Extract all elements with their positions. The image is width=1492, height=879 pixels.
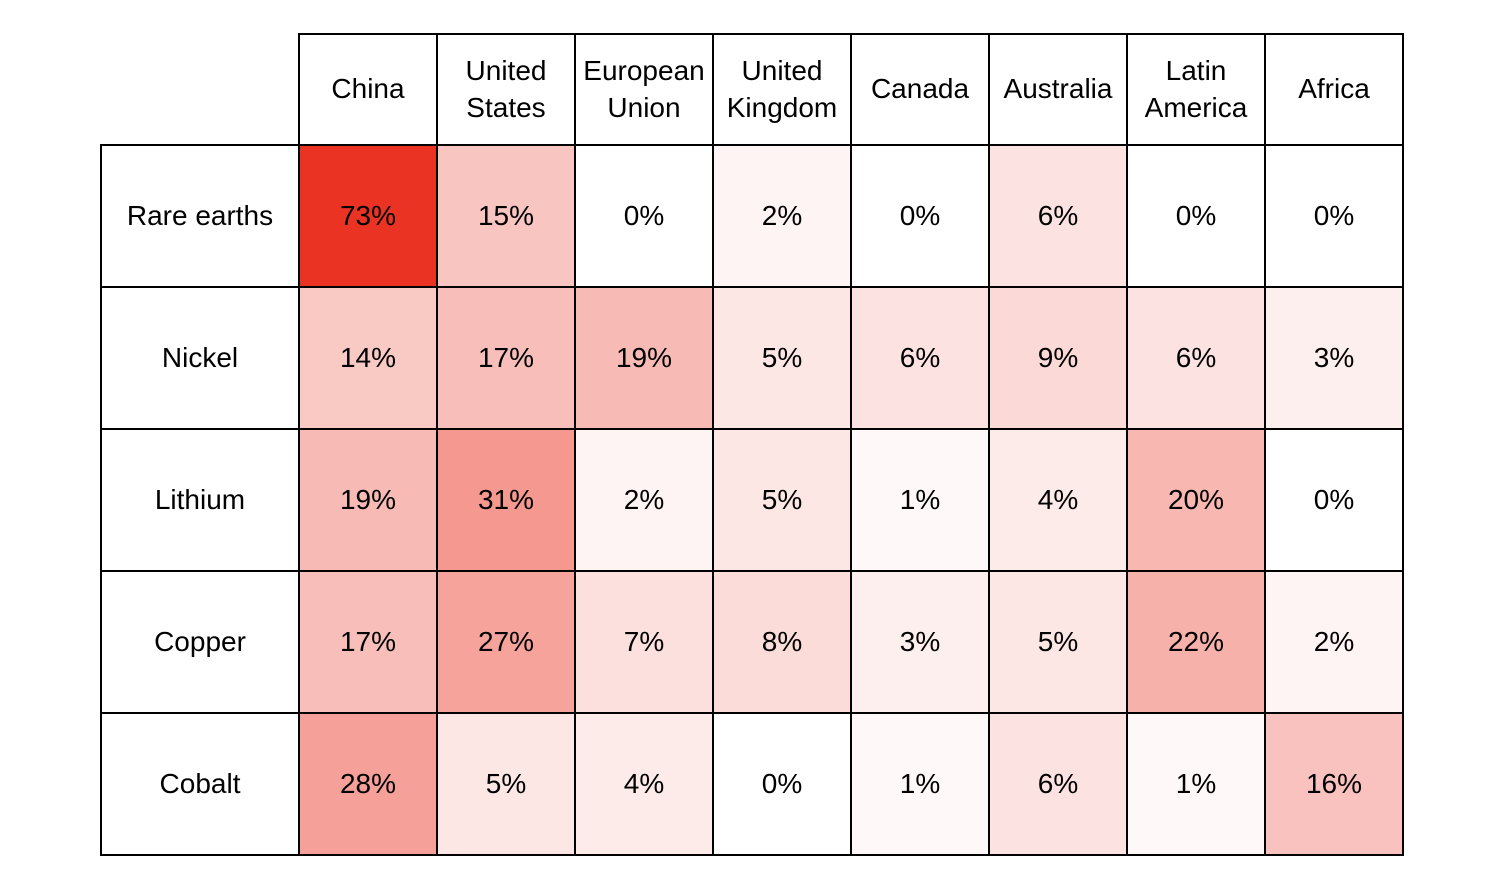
heatmap-cell-copper-canada: 3% — [850, 570, 990, 714]
heatmap-cell-lithium-european-union: 2% — [574, 428, 714, 572]
heatmap-cell-nickel-united-kingdom: 5% — [712, 286, 852, 430]
row-label-lithium: Lithium — [100, 428, 300, 572]
heatmap-cell-cobalt-australia: 6% — [988, 712, 1128, 856]
heatmap-cell-lithium-canada: 1% — [850, 428, 990, 572]
heatmap-cell-nickel-united-states: 17% — [436, 286, 576, 430]
column-header-european-union: European Union — [574, 33, 714, 146]
heatmap-cell-cobalt-united-states: 5% — [436, 712, 576, 856]
row-label-cobalt: Cobalt — [100, 712, 300, 856]
table-row-nickel: Nickel 14% 17% 19% 5% 6% 9% 6% 3% — [100, 286, 1404, 430]
heatmap-cell-rare-earths-africa: 0% — [1264, 144, 1404, 288]
table-row-rare-earths: Rare earths 73% 15% 0% 2% 0% 6% 0% 0% — [100, 144, 1404, 288]
heatmap-cell-rare-earths-european-union: 0% — [574, 144, 714, 288]
column-header-australia: Australia — [988, 33, 1128, 146]
heatmap-cell-nickel-latin-america: 6% — [1126, 286, 1266, 430]
heatmap-cell-lithium-united-kingdom: 5% — [712, 428, 852, 572]
heatmap-cell-copper-australia: 5% — [988, 570, 1128, 714]
heatmap-cell-rare-earths-canada: 0% — [850, 144, 990, 288]
heatmap-cell-copper-united-kingdom: 8% — [712, 570, 852, 714]
column-header-united-kingdom: United Kingdom — [712, 33, 852, 146]
heatmap-cell-copper-european-union: 7% — [574, 570, 714, 714]
heatmap-cell-rare-earths-australia: 6% — [988, 144, 1128, 288]
heatmap-header-row: China United States European Union United K… — [101, 33, 1404, 146]
heatmap-cell-rare-earths-united-kingdom: 2% — [712, 144, 852, 288]
column-header-united-states: United States — [436, 33, 576, 146]
heatmap-cell-rare-earths-china: 73% — [298, 144, 438, 288]
heatmap-cell-rare-earths-united-states: 15% — [436, 144, 576, 288]
heatmap-cell-copper-china: 17% — [298, 570, 438, 714]
heatmap-cell-copper-latin-america: 22% — [1126, 570, 1266, 714]
heatmap-cell-rare-earths-latin-america: 0% — [1126, 144, 1266, 288]
heatmap-cell-lithium-latin-america: 20% — [1126, 428, 1266, 572]
mineral-region-heatmap: China United States European Union United K… — [100, 33, 1404, 856]
heatmap-cell-nickel-australia: 9% — [988, 286, 1128, 430]
heatmap-cell-nickel-canada: 6% — [850, 286, 990, 430]
table-row-cobalt: Cobalt 28% 5% 4% 0% 1% 6% 1% 16% — [100, 712, 1404, 856]
column-header-latin-america: Latin America — [1126, 33, 1266, 146]
table-row-copper: Copper 17% 27% 7% 8% 3% 5% 22% 2% — [100, 570, 1404, 714]
heatmap-cell-lithium-africa: 0% — [1264, 428, 1404, 572]
heatmap-cell-copper-africa: 2% — [1264, 570, 1404, 714]
heatmap-cell-lithium-australia: 4% — [988, 428, 1128, 572]
heatmap-cell-nickel-european-union: 19% — [574, 286, 714, 430]
corner-cell — [101, 34, 299, 145]
heatmap-cell-lithium-china: 19% — [298, 428, 438, 572]
row-label-nickel: Nickel — [100, 286, 300, 430]
heatmap-cell-cobalt-canada: 1% — [850, 712, 990, 856]
column-header-africa: Africa — [1264, 33, 1404, 146]
heatmap-cell-lithium-united-states: 31% — [436, 428, 576, 572]
heatmap-cell-cobalt-united-kingdom: 0% — [712, 712, 852, 856]
table-row-lithium: Lithium 19% 31% 2% 5% 1% 4% 20% 0% — [100, 428, 1404, 572]
heatmap-cell-cobalt-european-union: 4% — [574, 712, 714, 856]
row-label-copper: Copper — [100, 570, 300, 714]
heatmap-cell-copper-united-states: 27% — [436, 570, 576, 714]
heatmap-cell-cobalt-china: 28% — [298, 712, 438, 856]
heatmap-container: China United States European Union United K… — [100, 33, 1404, 856]
heatmap-cell-nickel-africa: 3% — [1264, 286, 1404, 430]
column-header-china: China — [298, 33, 438, 146]
heatmap-cell-nickel-china: 14% — [298, 286, 438, 430]
heatmap-cell-cobalt-africa: 16% — [1264, 712, 1404, 856]
row-label-rare-earths: Rare earths — [100, 144, 300, 288]
column-header-canada: Canada — [850, 33, 990, 146]
heatmap-cell-cobalt-latin-america: 1% — [1126, 712, 1266, 856]
